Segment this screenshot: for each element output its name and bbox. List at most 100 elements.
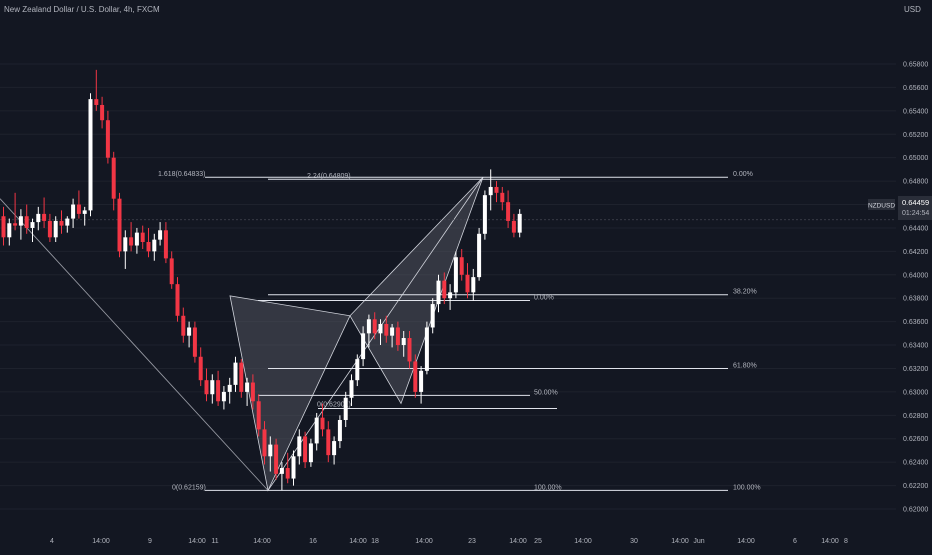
candle-body (105, 120, 110, 158)
candle-body (320, 417, 325, 430)
candle-body (314, 417, 319, 444)
x-tick-label: 14:00 (737, 538, 755, 545)
candle-body (111, 157, 116, 199)
candle-body (59, 220, 64, 226)
price-axis[interactable]: 0.62000 0.62200 0.62400 0.62600 0.62800 0.630… (903, 62, 928, 514)
trend-line (0, 198, 269, 491)
x-tick-label: 25 (534, 538, 542, 545)
x-tick-label: 14:00 (92, 538, 110, 545)
y-tick-label: 0.63200 (903, 366, 928, 373)
candle-body (297, 436, 302, 457)
candle-body (395, 327, 400, 346)
candle-body (204, 380, 209, 395)
grid-layer (0, 63, 896, 510)
y-tick-label: 0.65600 (903, 85, 928, 92)
candle-body (175, 284, 180, 316)
x-tick-label: 18 (371, 538, 379, 545)
candle-body (13, 223, 18, 226)
price-tag-box (898, 196, 932, 220)
x-tick-label: 6 (793, 538, 797, 545)
y-tick-label: 0.62600 (903, 436, 928, 443)
candle-body (459, 257, 464, 275)
candle-body (227, 384, 232, 392)
x-tick-label: 9 (148, 538, 152, 545)
pattern-triangle-bcd (349, 176, 484, 405)
x-tick-label: 16 (309, 538, 317, 545)
candle-body (303, 436, 308, 463)
candle-body (465, 274, 470, 293)
candle-body (169, 258, 174, 285)
candle-body (326, 429, 331, 456)
candle-body (42, 213, 47, 221)
candle-body (436, 280, 441, 305)
candle-body (500, 192, 505, 203)
y-tick-label: 0.62400 (903, 460, 928, 467)
candle-body (152, 239, 157, 252)
candle-body (511, 220, 516, 233)
fib-b-label-100: 100.00% (534, 484, 562, 491)
candle-body (390, 327, 395, 336)
candle-body (192, 327, 197, 357)
candle-body (163, 230, 168, 259)
x-tick-label: 4 (50, 538, 54, 545)
fib-label-224: 2.24(0.64809) (307, 173, 351, 180)
candle-body (477, 233, 482, 278)
candle-body (24, 216, 29, 228)
candle-body (494, 186, 499, 193)
candle-body (187, 327, 192, 336)
candle-body (453, 257, 458, 293)
candle-body (337, 420, 342, 442)
pattern-triangle-xab (229, 295, 351, 492)
fib-label-618: 61.80% (733, 362, 757, 369)
candle-body (117, 198, 122, 252)
candle-body (210, 380, 215, 395)
candle-body (1, 216, 6, 238)
candle-body (129, 237, 134, 246)
y-tick-label: 0.64000 (903, 272, 928, 279)
x-tick-label: 30 (630, 538, 638, 545)
candle-body (378, 323, 383, 334)
candle-body (216, 380, 221, 402)
y-tick-label: 0.65000 (903, 155, 928, 162)
y-tick-label: 0.65800 (903, 62, 928, 69)
fib-label-a-100: 100.00% (733, 484, 761, 491)
candle-body (448, 292, 453, 299)
time-axis[interactable]: 4 14:00 9 14:00 11 14:00 16 14:00 18 14:00 23 14:00… (50, 538, 848, 545)
candle-body (488, 186, 493, 196)
x-tick-label: 14:00 (509, 538, 527, 545)
candle-body (18, 216, 23, 226)
candle-body (482, 195, 487, 234)
price-tag-countdown: 01:24:54 (902, 210, 929, 217)
y-tick-label: 0.63000 (903, 389, 928, 396)
fib-label-38: 38.20% (733, 289, 757, 296)
candle-body (53, 220, 58, 238)
candle-body (100, 104, 105, 121)
candle-body (372, 319, 377, 334)
candle-body (158, 230, 163, 240)
candle-body (47, 220, 52, 238)
x-tick-label: 14:00 (415, 538, 433, 545)
candle-body (366, 319, 371, 334)
candle-body (245, 382, 250, 392)
candle-body (256, 401, 261, 430)
candle-body (123, 237, 128, 252)
y-tick-label: 0.63400 (903, 343, 928, 350)
y-tick-label: 0.63800 (903, 296, 928, 303)
candles-layer (1, 69, 522, 491)
y-tick-label: 0.62000 (903, 507, 928, 514)
x-tick-label: 14:00 (188, 538, 206, 545)
candle-body (355, 359, 360, 381)
candle-body (82, 210, 87, 214)
x-tick-label: 14:00 (821, 538, 839, 545)
x-tick-label: 14:00 (671, 538, 689, 545)
price-tag-value: 0.64459 (902, 198, 929, 207)
candle-body (134, 232, 139, 246)
candle-body (285, 468, 290, 479)
candle-body (146, 242, 151, 252)
candle-body (506, 202, 511, 221)
candle-body (517, 213, 522, 233)
candle-body (94, 99, 99, 105)
symbol-tag-box (868, 199, 895, 210)
